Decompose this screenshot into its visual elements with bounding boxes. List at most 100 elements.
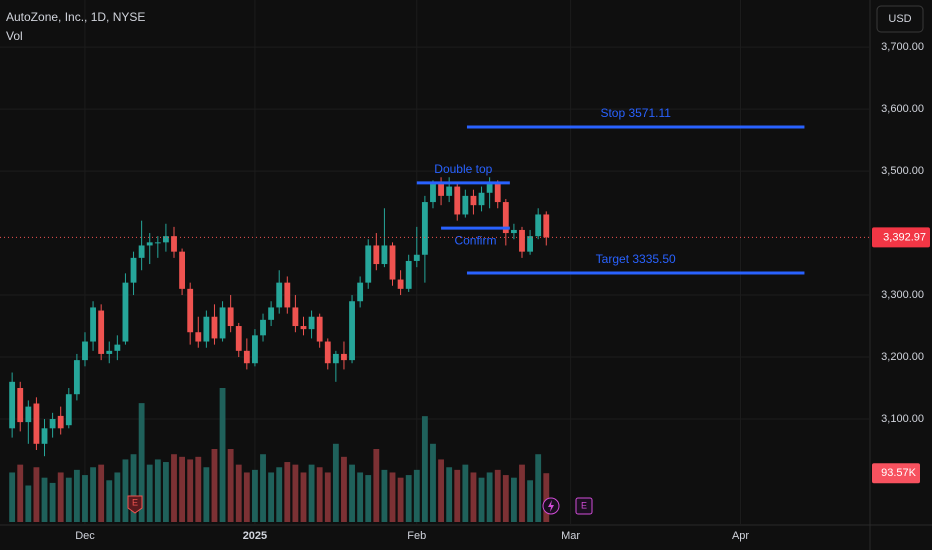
x-tick-label: Mar	[561, 530, 580, 542]
volume-bar	[324, 472, 331, 522]
candle-body	[478, 192, 485, 206]
candle-body	[82, 341, 88, 361]
earnings-event[interactable]: E	[127, 495, 143, 514]
volume-bar	[65, 477, 72, 522]
event-glyph: E	[581, 500, 587, 510]
volume-bar	[357, 472, 364, 522]
volume-bar	[49, 482, 56, 522]
candle-body	[260, 319, 266, 336]
candle-body	[187, 288, 194, 333]
volume-bar	[227, 449, 234, 522]
drawing-label: Confirm	[454, 233, 496, 247]
candle-body	[308, 316, 315, 330]
volume-bar	[373, 449, 380, 522]
candle-body	[130, 257, 137, 283]
candle-body	[462, 195, 469, 215]
candle-body	[300, 326, 307, 330]
volume-bar	[162, 462, 169, 522]
currency-label: USD	[888, 13, 911, 25]
volume-bar	[73, 469, 80, 522]
candle-body	[519, 229, 525, 252]
candle-body	[90, 307, 96, 342]
candle-body	[9, 381, 16, 429]
volume-bar	[90, 467, 96, 522]
volume-value-box	[872, 463, 920, 484]
candle-body	[470, 195, 477, 206]
candle-body	[397, 279, 404, 289]
currency-button[interactable]	[876, 5, 924, 33]
volume-bar	[292, 464, 299, 522]
volume-bar	[243, 472, 250, 522]
candle-body	[349, 301, 355, 361]
y-tick-label: 3,500.00	[881, 165, 924, 177]
candle-body	[284, 282, 291, 308]
volume-bar	[510, 477, 517, 522]
y-tick-label: 3,700.00	[881, 41, 924, 53]
candle-body	[41, 428, 48, 444]
candle-body	[405, 260, 412, 289]
volume-bar	[543, 473, 550, 522]
volume-bar	[98, 464, 105, 522]
candle-body	[171, 236, 177, 252]
last-price-label: 3,392.97	[883, 231, 926, 243]
volume-bar	[527, 480, 534, 522]
volume-bar	[341, 456, 347, 522]
volume-bar	[316, 467, 323, 522]
candle-body	[65, 394, 72, 426]
volume-bar	[430, 443, 436, 522]
candle-body	[25, 406, 32, 423]
candle-body	[502, 202, 509, 234]
volume-bar	[17, 464, 24, 522]
volume-bar	[276, 467, 283, 522]
volume-bar	[122, 459, 129, 522]
drawing-label: Double top	[434, 162, 492, 176]
event-icon	[575, 497, 593, 515]
candle-body	[114, 344, 121, 351]
drawings: Double top Confirm Stop 3571.11 Target 3335…	[0, 106, 870, 275]
candle-body	[510, 229, 517, 234]
candle-body	[357, 282, 364, 302]
earnings-event[interactable]: E	[575, 497, 593, 515]
volume-bar	[146, 464, 153, 522]
candle-body	[421, 202, 428, 255]
volume-bar	[33, 467, 40, 522]
volume-bar	[25, 485, 32, 522]
volume-bar	[57, 472, 64, 522]
candle-body	[381, 245, 388, 265]
volume-bar	[349, 464, 355, 522]
candle-body	[389, 245, 396, 280]
candle-body	[211, 316, 218, 339]
dividend-event[interactable]	[542, 497, 560, 515]
candle-body	[413, 254, 420, 261]
volume-bar	[478, 477, 485, 522]
candle-body	[292, 307, 299, 327]
volume-bar	[211, 449, 218, 522]
candle-body	[227, 307, 234, 327]
volume-bar	[41, 477, 48, 522]
candle-body	[73, 360, 80, 395]
candle-body	[543, 214, 550, 238]
volume-bar	[365, 475, 372, 522]
candle-body	[106, 350, 113, 354]
candle-body	[438, 183, 444, 196]
candle-body	[33, 403, 40, 444]
candle-body	[316, 316, 323, 342]
candle-body	[494, 183, 501, 203]
candle-body	[252, 335, 258, 364]
y-tick-label: 3,200.00	[881, 351, 924, 363]
candle-body	[527, 236, 534, 252]
volume-bar	[535, 454, 542, 522]
volume-bar	[389, 472, 396, 522]
candle-body	[146, 242, 153, 246]
chart-title: AutoZone, Inc., 1D, NYSE	[6, 10, 145, 24]
volume-value-label: 93.57K	[881, 467, 917, 479]
event-glyph: E	[132, 497, 138, 507]
candle-body	[162, 236, 169, 243]
volume-bar	[470, 472, 477, 522]
volume-bar	[130, 454, 137, 522]
volume-bar	[252, 469, 258, 522]
volume-bar	[462, 464, 469, 522]
volume-bar	[219, 388, 226, 522]
